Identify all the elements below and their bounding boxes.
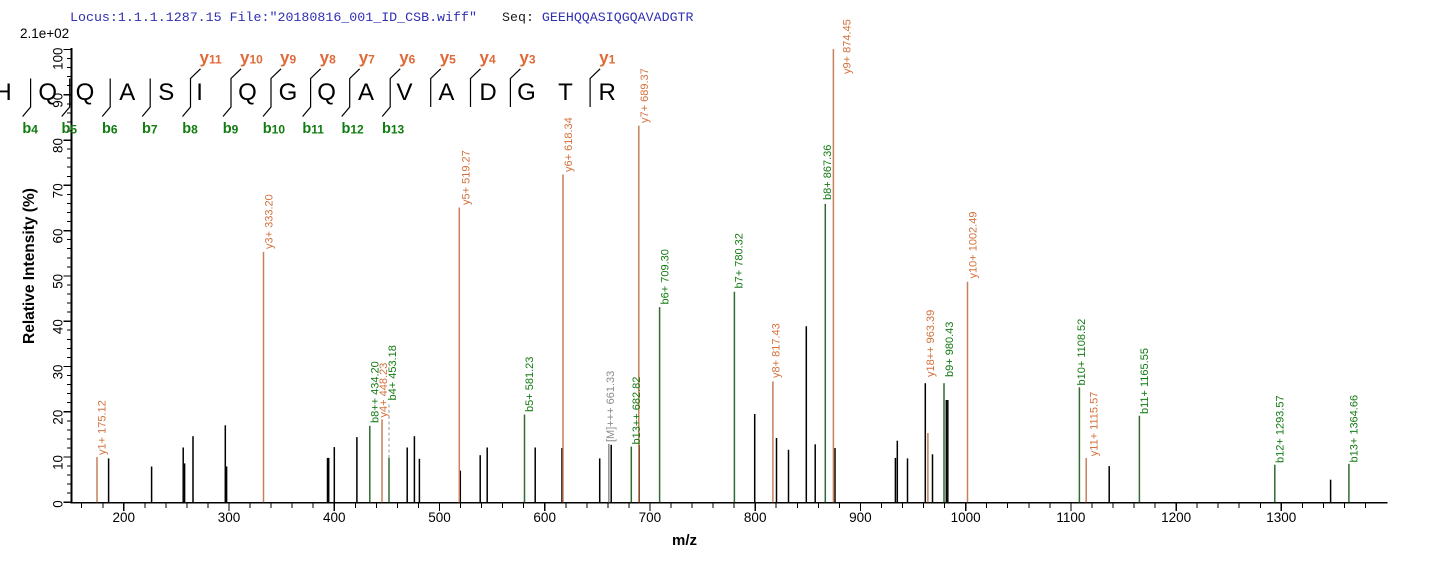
svg-text:y3+ 333.20: y3+ 333.20 [264, 194, 276, 249]
svg-text:m/z: m/z [672, 532, 697, 549]
svg-text:A: A [438, 79, 454, 106]
svg-text:b4+ 453.18: b4+ 453.18 [387, 345, 399, 400]
svg-text:Q: Q [238, 79, 257, 106]
svg-text:200: 200 [113, 510, 136, 525]
svg-text:y4: y4 [480, 48, 496, 67]
svg-text:b12+ 1293.57: b12+ 1293.57 [1274, 395, 1286, 463]
svg-text:y18++ 963.39: y18++ 963.39 [925, 310, 937, 377]
svg-text:b13++ 682.82: b13++ 682.82 [631, 377, 643, 445]
svg-text:b5: b5 [62, 121, 78, 137]
svg-text:G: G [279, 79, 298, 106]
svg-text:b13: b13 [382, 121, 405, 137]
svg-text:S: S [158, 79, 174, 106]
svg-text:T: T [558, 79, 573, 106]
svg-text:400: 400 [323, 510, 346, 525]
svg-text:y4+ 448.23: y4+ 448.23 [378, 363, 390, 418]
svg-text:y9+ 874.45: y9+ 874.45 [841, 19, 853, 74]
svg-text:y1+ 175.12: y1+ 175.12 [97, 400, 109, 455]
svg-text:b6: b6 [102, 121, 118, 137]
svg-text:G: G [517, 79, 536, 106]
svg-text:1100: 1100 [1056, 510, 1085, 525]
svg-text:700: 700 [639, 510, 662, 525]
svg-text:1300: 1300 [1266, 510, 1296, 525]
svg-text:b12: b12 [342, 121, 365, 137]
svg-text:b11+ 1165.55: b11+ 1165.55 [1139, 348, 1151, 414]
svg-text:70: 70 [51, 183, 66, 198]
svg-text:Q: Q [76, 79, 95, 106]
svg-text:b8: b8 [182, 121, 198, 137]
svg-text:y1: y1 [599, 48, 615, 67]
svg-text:A: A [119, 79, 135, 106]
svg-text:Seq: GEEHQQASIQGQAVADGTR: Seq: GEEHQQASIQGQAVADGTR [502, 10, 694, 25]
svg-text:1000: 1000 [951, 510, 981, 525]
svg-text:b6+ 709.30: b6+ 709.30 [659, 249, 671, 304]
svg-text:b7+ 780.32: b7+ 780.32 [733, 233, 745, 288]
svg-text:b9: b9 [223, 121, 239, 137]
svg-text:y8: y8 [320, 48, 336, 67]
svg-text:300: 300 [218, 510, 241, 525]
svg-text:y7+ 689.37: y7+ 689.37 [639, 68, 651, 123]
svg-text:b10+ 1108.52: b10+ 1108.52 [1076, 319, 1088, 386]
svg-text:40: 40 [51, 319, 66, 334]
svg-text:b8++ 434.20: b8++ 434.20 [369, 361, 381, 423]
svg-text:b7: b7 [142, 121, 158, 137]
svg-text:800: 800 [744, 510, 767, 525]
svg-text:y11+ 1115.57: y11+ 1115.57 [1089, 392, 1101, 457]
svg-text:y6: y6 [399, 48, 415, 67]
svg-text:50: 50 [51, 274, 66, 289]
svg-text:D: D [479, 79, 496, 106]
svg-text:900: 900 [849, 510, 872, 525]
svg-text:y11: y11 [200, 48, 222, 67]
svg-text:Q: Q [317, 79, 336, 106]
svg-text:y5+ 519.27: y5+ 519.27 [460, 150, 472, 205]
svg-text:100: 100 [51, 48, 66, 70]
svg-text:20: 20 [51, 410, 66, 425]
svg-text:b8+ 867.36: b8+ 867.36 [822, 145, 834, 200]
svg-text:y10+ 1002.49: y10+ 1002.49 [968, 212, 980, 279]
svg-text:[M]+++ 661.33: [M]+++ 661.33 [605, 371, 617, 442]
svg-text:1200: 1200 [1161, 510, 1191, 525]
svg-text:R: R [599, 79, 616, 106]
svg-text:80: 80 [51, 138, 66, 153]
svg-text:b4: b4 [22, 121, 38, 137]
svg-text:y5: y5 [440, 48, 456, 67]
svg-text:2.1e+02: 2.1e+02 [20, 26, 69, 41]
svg-text:y7: y7 [359, 48, 375, 67]
svg-text:Q: Q [38, 79, 57, 106]
svg-text:I: I [196, 79, 203, 106]
svg-text:Relative Intensity (%): Relative Intensity (%) [21, 188, 38, 344]
svg-text:y6+ 618.34: y6+ 618.34 [563, 117, 575, 172]
svg-text:0: 0 [51, 500, 66, 507]
svg-text:H: H [0, 79, 12, 106]
svg-text:600: 600 [533, 510, 556, 525]
svg-text:b10: b10 [263, 121, 286, 137]
svg-text:V: V [396, 79, 412, 106]
svg-text:90: 90 [51, 93, 66, 108]
svg-text:b9+ 980.43: b9+ 980.43 [944, 322, 956, 377]
svg-text:30: 30 [51, 365, 66, 380]
svg-text:y10: y10 [240, 48, 263, 67]
svg-text:y8+ 817.43: y8+ 817.43 [770, 323, 782, 378]
svg-text:60: 60 [51, 229, 66, 244]
svg-text:A: A [358, 79, 374, 106]
svg-text:b5+ 581.23: b5+ 581.23 [524, 357, 536, 412]
svg-text:b11: b11 [302, 121, 324, 137]
svg-text:Locus:1.1.1.1287.15 File:"2018: Locus:1.1.1.1287.15 File:"20180816_001_I… [70, 10, 477, 25]
svg-text:500: 500 [428, 510, 451, 525]
svg-text:y3: y3 [519, 48, 535, 67]
svg-text:y9: y9 [280, 48, 296, 67]
svg-text:b13+ 1364.66: b13+ 1364.66 [1348, 395, 1360, 463]
svg-text:10: 10 [51, 455, 66, 470]
